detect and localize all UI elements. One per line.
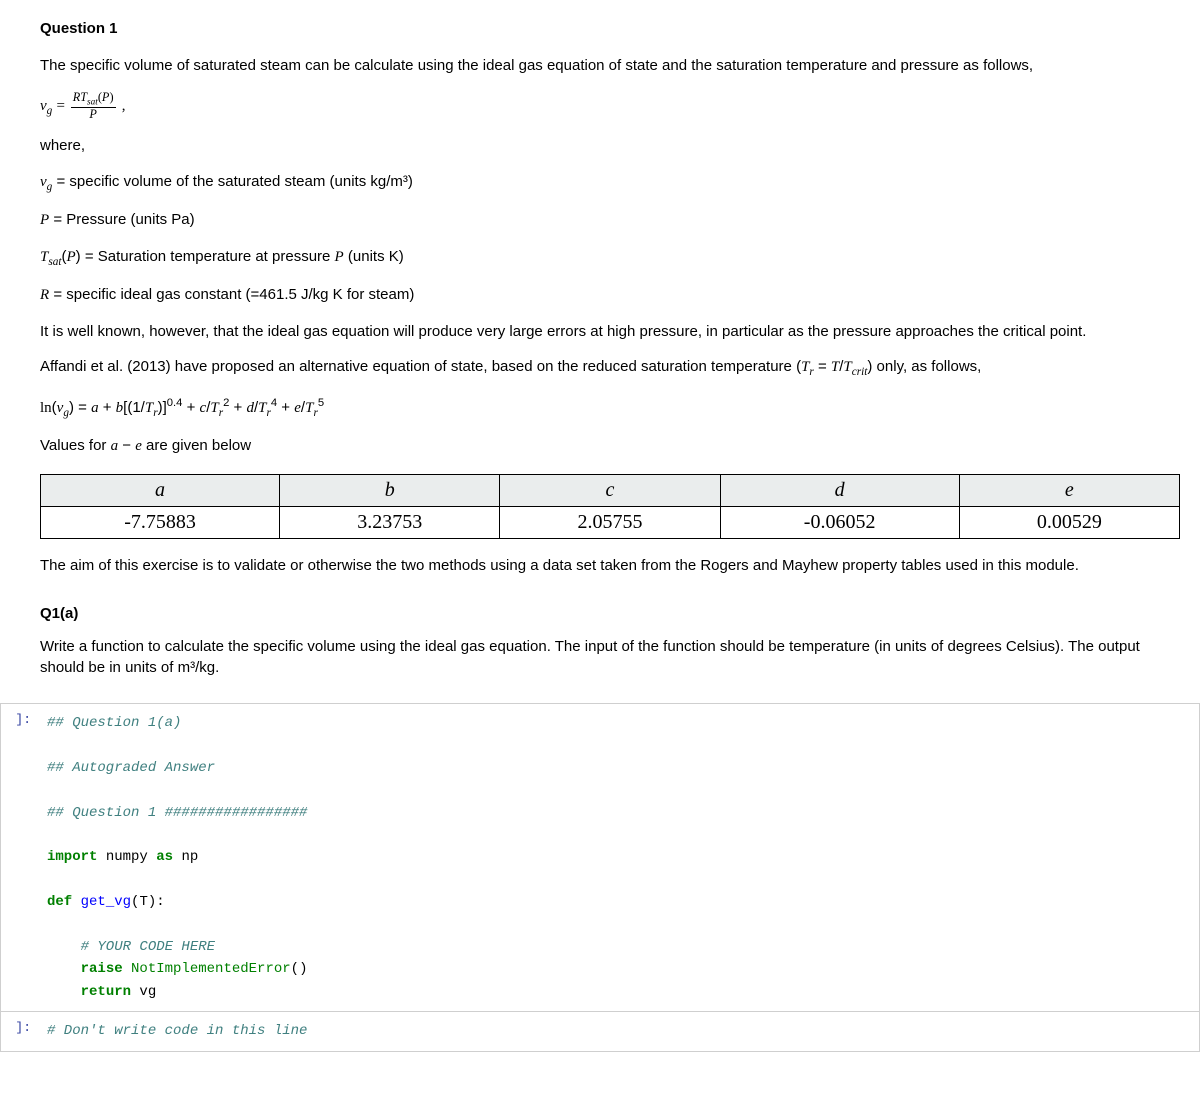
code-editor[interactable]: # Don't write code in this line <box>37 1012 1199 1050</box>
def-vg: vg = specific volume of the saturated st… <box>40 171 1180 195</box>
values-post: are given below <box>142 437 251 454</box>
q1a-heading: Q1(a) <box>40 605 1180 622</box>
values-line: Values for a − e are given below <box>40 435 1180 458</box>
code-tok <box>47 961 81 977</box>
def-p: P = Pressure (units Pa) <box>40 209 1180 232</box>
col-header: b <box>280 474 500 506</box>
code-line: ## Autograded Answer <box>47 760 215 776</box>
code-tok: return <box>81 984 131 1000</box>
aim-text: The aim of this exercise is to validate … <box>40 555 1180 577</box>
code-tok: def <box>47 894 72 910</box>
table-row: -7.75883 3.23753 2.05755 -0.06052 0.0052… <box>41 506 1180 538</box>
code-tok <box>47 984 81 1000</box>
code-cell[interactable]: ]: # Don't write code in this line <box>0 1011 1200 1051</box>
affandi-pre: Affandi et al. (2013) have proposed an a… <box>40 358 801 375</box>
code-line: ## Question 1(a) <box>47 715 181 731</box>
q1a-text: Write a function to calculate the specif… <box>40 636 1180 680</box>
code-tok: vg <box>131 984 156 1000</box>
ideal-gas-equation: vg = RTsat(P)P , <box>40 91 1180 121</box>
affandi-post: ) only, as follows, <box>867 358 981 375</box>
def-tsat-tail: (units K) <box>344 248 404 265</box>
code-line: # YOUR CODE HERE <box>47 939 215 955</box>
def-vg-text: = specific volume of the saturated steam… <box>52 173 413 190</box>
code-tok: np <box>173 849 198 865</box>
code-tok: get_vg <box>81 894 131 910</box>
ideal-gas-caveat: It is well known, however, that the idea… <box>40 321 1180 343</box>
cell-prompt: ]: <box>1 1012 37 1050</box>
table-cell: -0.06052 <box>720 506 959 538</box>
code-line: ## Question 1 ################# <box>47 805 307 821</box>
code-tok: numpy <box>97 849 156 865</box>
values-pre: Values for <box>40 437 111 454</box>
code-line: # Don't write code in this line <box>47 1023 307 1039</box>
code-tok: () <box>291 961 308 977</box>
code-tok <box>72 894 80 910</box>
code-tok: (T): <box>131 894 165 910</box>
def-tsat-text: = Saturation temperature at pressure <box>81 248 335 265</box>
markdown-cell: Question 1 The specific volume of satura… <box>0 0 1200 703</box>
affandi-line: Affandi et al. (2013) have proposed an a… <box>40 356 1180 380</box>
def-r: R = specific ideal gas constant (=461.5 … <box>40 284 1180 307</box>
coefficients-table: a b c d e -7.75883 3.23753 2.05755 -0.06… <box>40 474 1180 539</box>
def-p-text: = Pressure (units Pa) <box>49 211 194 228</box>
table-cell: 2.05755 <box>500 506 720 538</box>
where-label: where, <box>40 135 1180 157</box>
col-header: a <box>41 474 280 506</box>
table-cell: -7.75883 <box>41 506 280 538</box>
cell-prompt: ]: <box>1 704 37 1011</box>
code-tok: import <box>47 849 97 865</box>
question-title: Question 1 <box>40 20 1180 37</box>
code-tok: as <box>156 849 173 865</box>
code-editor[interactable]: ## Question 1(a) ## Autograded Answer ##… <box>37 704 1199 1011</box>
code-cell[interactable]: ]: ## Question 1(a) ## Autograded Answer… <box>0 703 1200 1012</box>
code-tok: raise <box>81 961 123 977</box>
code-tok: NotImplementedError <box>131 961 291 977</box>
col-header: c <box>500 474 720 506</box>
col-header: e <box>959 474 1179 506</box>
table-row: a b c d e <box>41 474 1180 506</box>
def-r-text: = specific ideal gas constant (=461.5 J/… <box>49 286 414 303</box>
col-header: d <box>720 474 959 506</box>
intro-text: The specific volume of saturated steam c… <box>40 55 1180 77</box>
code-tok <box>123 961 131 977</box>
table-cell: 0.00529 <box>959 506 1179 538</box>
affandi-equation: ln(vg) = a + b[(1/Tr)]0.4 + c/Tr2 + d/Tr… <box>40 395 1180 421</box>
table-cell: 3.23753 <box>280 506 500 538</box>
def-tsat: Tsat(P) = Saturation temperature at pres… <box>40 246 1180 270</box>
